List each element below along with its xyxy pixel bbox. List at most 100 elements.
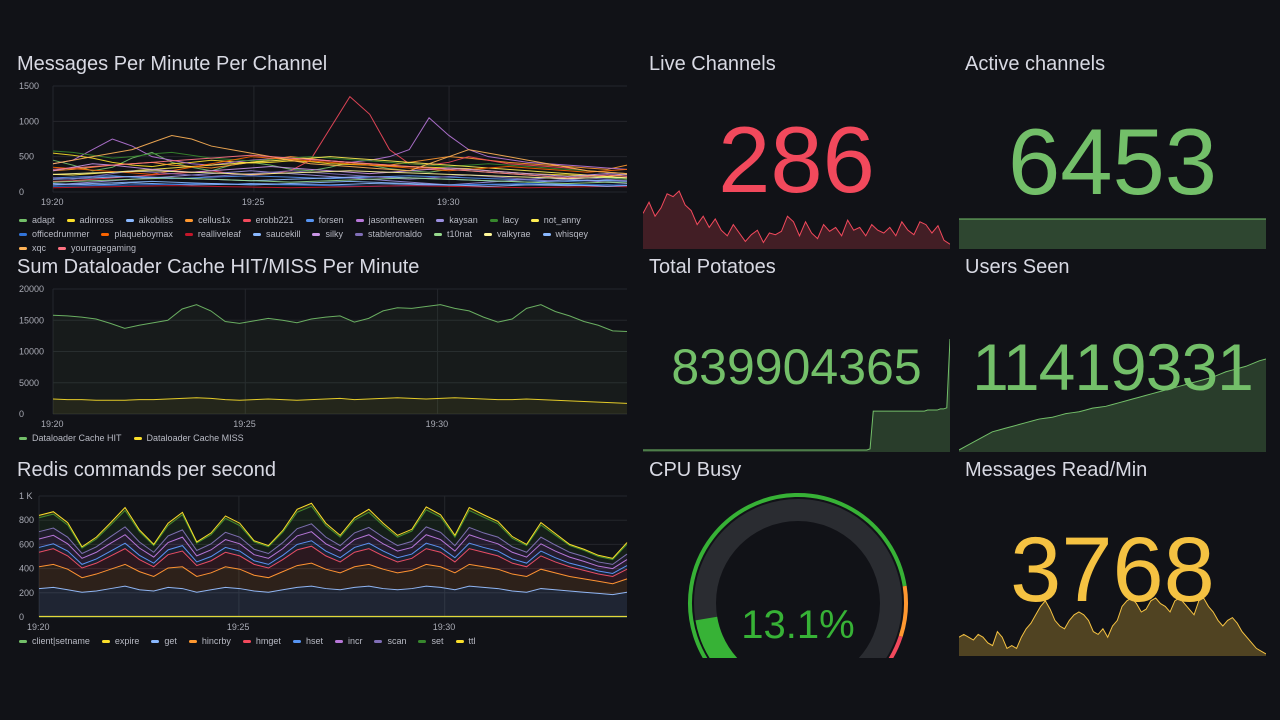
panel-title[interactable]: Messages Per Minute Per Channel xyxy=(17,53,328,75)
dataloader-cache-legend: Dataloader Cache HIT Dataloader Cache MIS… xyxy=(19,433,624,443)
y-tick-label: 0 xyxy=(19,187,24,197)
y-tick-label: 400 xyxy=(19,564,34,574)
legend-item[interactable]: valkyrae xyxy=(484,229,531,239)
panel-title[interactable]: CPU Busy xyxy=(649,459,742,481)
legend-item[interactable]: forsen xyxy=(305,215,344,225)
legend-label: forsen xyxy=(318,215,344,225)
legend-item[interactable]: not_anny xyxy=(530,215,581,225)
area-get xyxy=(39,586,627,617)
redis-commands-chart[interactable]: 1 K 800 600 400 200 019:20 19:25 19:30 xyxy=(17,486,629,634)
legend-label: Dataloader Cache HIT xyxy=(32,433,122,443)
legend-item[interactable]: ttl xyxy=(455,636,476,646)
x-tick-label: 19:20 xyxy=(27,622,50,632)
legend-item[interactable]: jasontheween xyxy=(355,215,424,225)
live-channels-value: 286 xyxy=(718,107,875,212)
legend-item[interactable]: Dataloader Cache HIT xyxy=(19,433,122,443)
line-realliveleaf xyxy=(52,185,628,189)
line-xqc xyxy=(52,134,628,175)
y-tick-label: 1000 xyxy=(19,116,39,126)
legend-item[interactable]: expire xyxy=(101,636,139,646)
legend-label: cellus1x xyxy=(198,215,231,225)
legend-swatch xyxy=(242,218,251,222)
dataloader-cache-chart[interactable]: 20000 15000 10000 5000 0 19:20 19:25 19:30 xyxy=(17,283,629,431)
legend-item[interactable]: officedrummer xyxy=(19,229,89,239)
legend-swatch xyxy=(58,246,67,250)
legend-label: incr xyxy=(347,636,363,646)
panel-total-potatoes: Total Potatoes 839904365 xyxy=(643,255,950,452)
area-set xyxy=(39,506,627,565)
legend-swatch xyxy=(455,639,464,643)
legend-item[interactable]: lacy xyxy=(489,215,519,225)
live-channels-sparkline xyxy=(643,190,950,249)
line-hmget xyxy=(38,545,628,577)
legend-swatch xyxy=(19,246,27,250)
legend-item[interactable]: get xyxy=(151,636,177,646)
line-yourragegaming xyxy=(52,154,628,179)
panel-title[interactable]: Sum Dataloader Cache HIT/MISS Per Minute xyxy=(17,256,420,278)
gauge-value-arc xyxy=(695,616,738,658)
legend-item[interactable]: plaqueboymax xyxy=(101,229,173,239)
legend-item[interactable]: hincrby xyxy=(188,636,231,646)
legend-item[interactable]: adapt xyxy=(19,215,55,225)
panel-title[interactable]: Redis commands per second xyxy=(17,459,277,481)
y-tick-label: 20000 xyxy=(19,284,44,294)
legend-item[interactable]: xqc xyxy=(19,243,46,253)
legend-item[interactable]: incr xyxy=(334,636,363,646)
panel-title[interactable]: Users Seen xyxy=(965,256,1070,278)
legend-item[interactable]: adinross xyxy=(66,215,114,225)
active-channels-sparkline xyxy=(959,218,1266,249)
y-tick-label: 0 xyxy=(19,612,24,622)
line-set xyxy=(38,505,628,561)
legend-item[interactable]: yourragegaming xyxy=(58,243,136,253)
legend-item[interactable]: client|setname xyxy=(19,636,90,646)
messages-read-value: 3768 xyxy=(1010,519,1215,621)
legend-item[interactable]: t10nat xyxy=(434,229,472,239)
legend-item[interactable]: erobb221 xyxy=(242,215,294,225)
legend-swatch xyxy=(374,639,383,643)
legend-label: scan xyxy=(387,636,407,646)
line-plaqueboymax xyxy=(52,156,628,175)
line-hset xyxy=(38,540,628,574)
line-officedrummer xyxy=(52,183,628,187)
legend-swatch xyxy=(101,232,110,236)
legend-swatch xyxy=(484,232,493,236)
line-not_anny xyxy=(52,156,628,179)
legend-item[interactable]: kaysan xyxy=(436,215,478,225)
users-seen-value: 11419331 xyxy=(972,330,1254,404)
legend-item[interactable]: saucekill xyxy=(252,229,300,239)
area-hincrby xyxy=(39,563,627,595)
legend-item[interactable]: stableronaldo xyxy=(354,229,422,239)
line-whisqey xyxy=(52,180,628,187)
messages-read-sparkline xyxy=(959,597,1266,656)
legend-item[interactable]: hmget xyxy=(242,636,281,646)
legend-item[interactable]: hset xyxy=(292,636,323,646)
panel-users-seen: Users Seen 11419331 xyxy=(959,255,1266,452)
messages-per-minute-chart[interactable]: 1500 1000 500 0 19:20 19:25 19:30 xyxy=(17,80,629,210)
panel-title[interactable]: Active channels xyxy=(965,53,1106,75)
legend-item[interactable]: scan xyxy=(374,636,406,646)
legend-item[interactable]: whisqey xyxy=(542,229,588,239)
legend-item[interactable]: set xyxy=(418,636,444,646)
legend-swatch xyxy=(19,232,27,236)
panel-title[interactable]: Total Potatoes xyxy=(649,256,776,278)
legend-label: hincrby xyxy=(201,636,231,646)
messages-per-minute-legend: adapt adinross aikobliss cellus1x erobb221 fo… xyxy=(19,215,624,253)
panel-title[interactable]: Messages Read/Min xyxy=(965,459,1148,481)
legend-swatch xyxy=(133,436,142,440)
panel-title[interactable]: Live Channels xyxy=(649,53,776,75)
legend-label: not_anny xyxy=(543,215,581,225)
legend-item[interactable]: Dataloader Cache MISS xyxy=(133,433,244,443)
total-potatoes-sparkline xyxy=(643,338,950,452)
panel-cpu-busy: CPU Busy 13.1% xyxy=(643,458,950,658)
legend-item[interactable]: realliveleaf xyxy=(184,229,241,239)
legend-label: xqc xyxy=(32,243,47,253)
legend-item[interactable]: cellus1x xyxy=(185,215,231,225)
legend-label: hmget xyxy=(255,636,281,646)
legend-swatch xyxy=(292,639,301,643)
y-tick-label: 10000 xyxy=(19,347,44,357)
legend-label: adinross xyxy=(79,215,114,225)
y-tick-label: 200 xyxy=(19,588,34,598)
legend-item[interactable]: silky xyxy=(312,229,343,239)
legend-item[interactable]: aikobliss xyxy=(125,215,173,225)
line-scan xyxy=(38,523,628,565)
